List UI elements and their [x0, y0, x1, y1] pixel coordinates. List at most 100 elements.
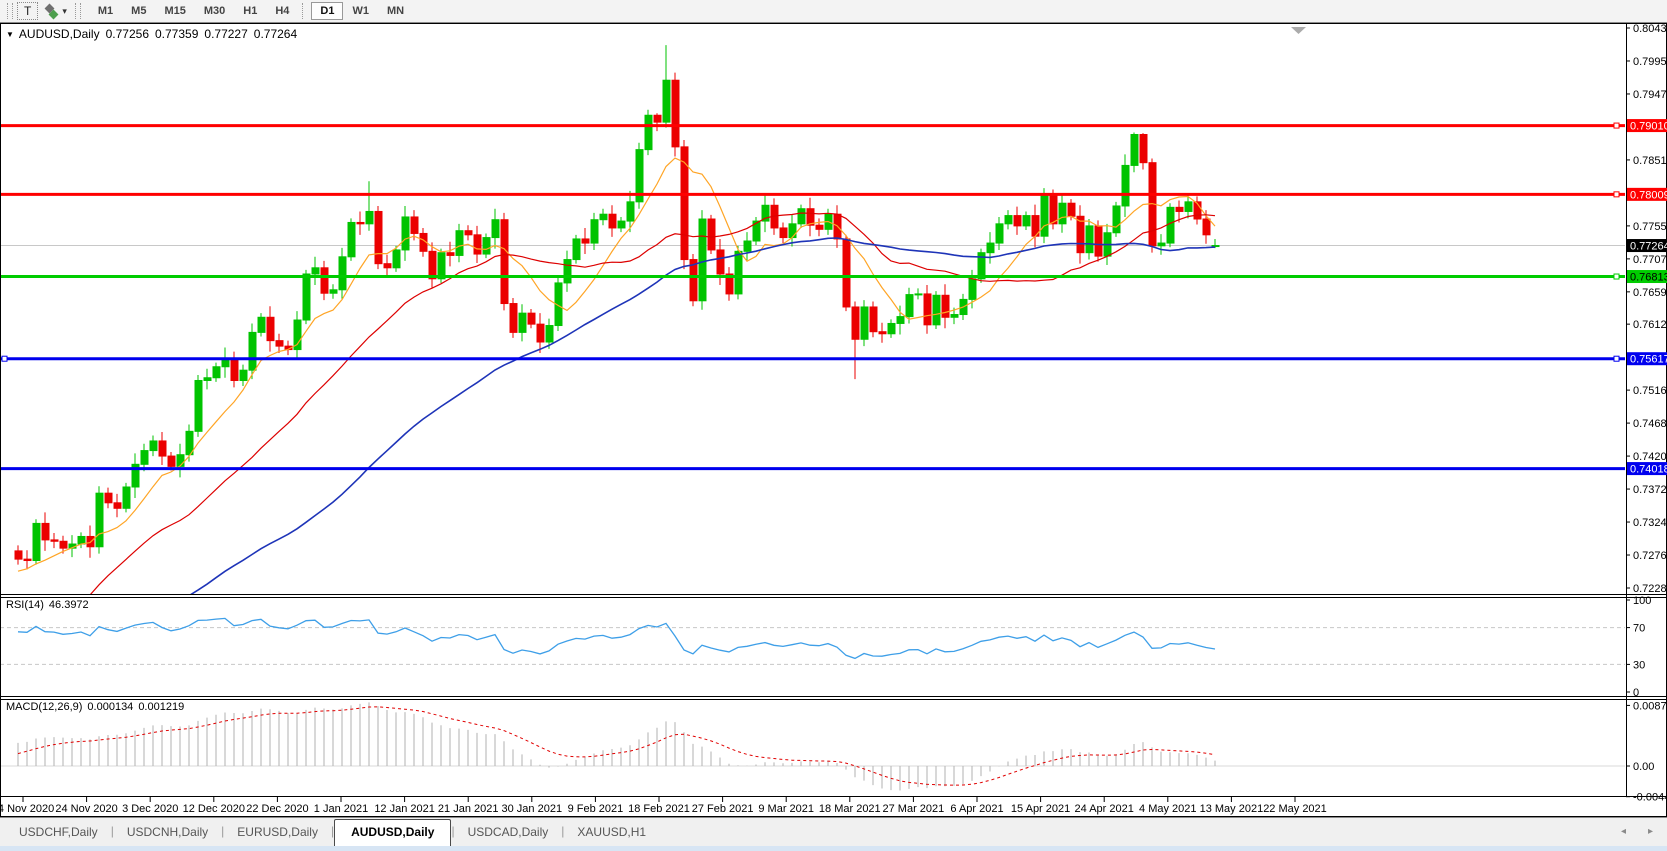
rsi-indicator-label: RSI(14) 46.3972	[6, 599, 94, 611]
svg-text:30: 30	[1633, 659, 1645, 671]
tab-separator: |	[561, 824, 565, 838]
tab-separator: |	[330, 824, 335, 838]
toolbar-grip[interactable]	[74, 3, 81, 19]
date-axis-label: 15 Apr 2021	[1011, 803, 1070, 815]
tab-audusd-daily[interactable]: AUDUSD,Daily	[334, 819, 452, 847]
collapse-triangle-icon[interactable]: ▼	[6, 30, 14, 39]
dropdown-caret-icon[interactable]: ▾	[62, 5, 67, 16]
tab-xauusd-h1[interactable]: XAUUSD,H1	[577, 825, 647, 839]
date-axis-label: 14 Nov 2020	[0, 803, 54, 815]
timeframe-m15[interactable]: M15	[164, 5, 186, 17]
timeframe-m1[interactable]: M1	[97, 5, 114, 17]
tabs-scroll-right-icon[interactable]: ▸	[1647, 826, 1653, 837]
date-axis-label: 24 Apr 2021	[1075, 803, 1134, 815]
tab-eurusd-daily[interactable]: EURUSD,Daily	[237, 825, 318, 839]
price-badge	[1627, 462, 1667, 476]
chart-tabs: USDCHF,Daily | USDCNH,Daily | EURUSD,Daily | A…	[0, 818, 659, 847]
date-axis-label: 6 Apr 2021	[950, 803, 1003, 815]
moving-average-55	[190, 237, 1216, 594]
date-axis-label: 13 May 2021	[1200, 803, 1264, 815]
moving-average-24	[90, 212, 1216, 594]
timeframe-m5[interactable]: M5	[131, 5, 147, 17]
timeframe-w1[interactable]: W1	[352, 5, 369, 17]
date-axis-label: 9 Feb 2021	[568, 803, 624, 815]
svg-text:0.008782: 0.008782	[1633, 700, 1667, 712]
ohlc-high: 0.77359	[155, 27, 199, 41]
price-badge	[1627, 119, 1667, 133]
symbol-label: AUDUSD,Daily	[18, 27, 100, 41]
timeframe-h4[interactable]: H4	[275, 5, 290, 17]
text-tool-button[interactable]: T	[17, 2, 39, 20]
moving-average-8	[17, 157, 1216, 572]
svg-text:0.72280: 0.72280	[1633, 583, 1667, 595]
svg-text:0.78009: 0.78009	[1630, 189, 1667, 201]
tab-usdchf-daily[interactable]: USDCHF,Daily	[19, 825, 98, 839]
svg-text:0.77264: 0.77264	[1630, 241, 1667, 253]
toolbar-separator	[302, 3, 307, 19]
svg-text:0.75617: 0.75617	[1630, 354, 1667, 366]
price-badge	[1627, 239, 1667, 253]
timeframe-h1[interactable]: H1	[243, 5, 258, 17]
date-axis-label: 18 Feb 2021	[628, 803, 690, 815]
date-axis-label: 9 Mar 2021	[758, 803, 814, 815]
svg-text:0.74018: 0.74018	[1630, 464, 1667, 476]
macd-signal-value: 0.001219	[138, 701, 185, 713]
tab-usdcnh-daily[interactable]: USDCNH,Daily	[126, 825, 209, 839]
rsi-name: RSI(14)	[6, 599, 44, 611]
date-axis-label: 22 Dec 2020	[246, 803, 308, 815]
timeframe-mn[interactable]: MN	[386, 5, 405, 17]
timeframe-m30[interactable]: M30	[203, 5, 226, 17]
date-axis-label: 18 Mar 2021	[819, 803, 881, 815]
price-badge	[1627, 187, 1667, 201]
window-bottom-strip	[0, 846, 1667, 851]
macd-histogram	[17, 702, 1216, 791]
price-badge	[1627, 352, 1667, 366]
date-axis-label: 12 Jan 2021	[374, 803, 435, 815]
date-axis-label: 27 Feb 2021	[692, 803, 754, 815]
timeframe-d1[interactable]: D1	[311, 2, 344, 20]
date-axis-label: 27 Mar 2021	[883, 803, 945, 815]
rsi-line	[17, 617, 1216, 660]
chart-tab-bar: USDCHF,Daily | USDCNH,Daily | EURUSD,Daily | A…	[0, 817, 1667, 847]
ohlc-low: 0.77227	[204, 27, 248, 41]
macd-main-value: 0.000134	[87, 701, 134, 713]
svg-text:-0.00445: -0.00445	[1633, 792, 1667, 804]
tabs-scroll-left-icon[interactable]: ◂	[1620, 826, 1626, 837]
chart-title: ▼ AUDUSD,Daily 0.77256 0.77359 0.77227 0.7726…	[6, 27, 297, 41]
macd-signal-line	[17, 706, 1216, 786]
timeframe-toolbar: M1 M5 M15 M30 H1 H4 D1 W1 MN	[89, 2, 413, 20]
date-axis-label: 3 Dec 2020	[122, 803, 178, 815]
arrow-shapes-button[interactable]: ▾	[42, 2, 71, 20]
tab-usdcad-daily[interactable]: USDCAD,Daily	[467, 825, 549, 839]
macd-name: MACD(12,26,9)	[6, 701, 83, 713]
svg-text:0.79010: 0.79010	[1630, 121, 1667, 133]
tab-separator: |	[451, 824, 455, 838]
date-axis-label: 12 Dec 2020	[183, 803, 245, 815]
ohlc-close: 0.77264	[253, 27, 298, 41]
tab-separator: |	[110, 824, 114, 838]
candlestick-series	[14, 45, 1220, 570]
date-axis-label: 4 May 2021	[1139, 803, 1196, 815]
date-axis-label: 1 Jan 2021	[314, 803, 368, 815]
tab-separator: |	[221, 824, 225, 838]
price-badge	[1627, 270, 1667, 284]
toolbar-grip[interactable]	[7, 3, 13, 19]
date-axis-label: 30 Jan 2021	[502, 803, 563, 815]
chart-shift-marker-icon[interactable]	[1291, 27, 1306, 34]
